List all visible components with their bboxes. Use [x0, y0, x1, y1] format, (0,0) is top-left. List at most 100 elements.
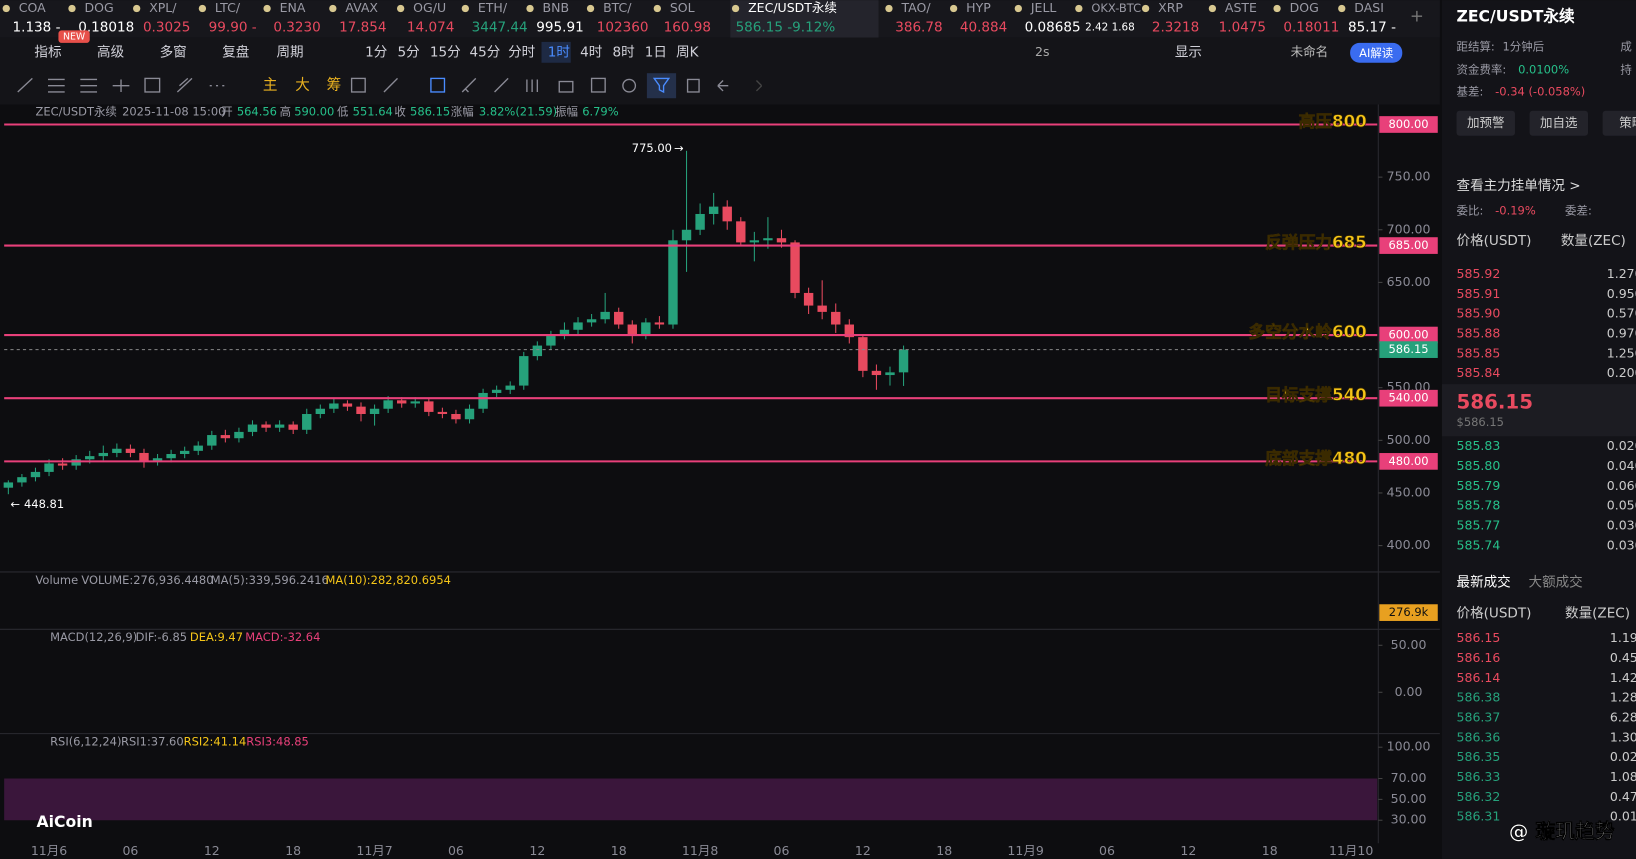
overlay-button[interactable]: 主 [263, 77, 278, 94]
period-button[interactable]: 15分 [430, 44, 461, 60]
ticker-name[interactable]: BNB [543, 0, 570, 15]
ticker-name[interactable]: LTC/ [215, 0, 241, 15]
tool-icon[interactable] [652, 77, 671, 94]
ticker-name[interactable]: DASI [1354, 0, 1384, 15]
tool-icon[interactable] [17, 77, 33, 93]
tab[interactable]: 大额成交 [1529, 573, 1583, 590]
period-button[interactable]: 分时 [508, 44, 536, 60]
panel-button[interactable]: 加自选 [1540, 115, 1578, 130]
toolbar-button[interactable]: 指标 [34, 44, 61, 60]
ticker-name[interactable]: ENA [280, 0, 306, 15]
ticker-price[interactable]: 17.854 [339, 19, 386, 35]
tool-icon[interactable] [717, 80, 729, 92]
bid-price: 585.80 [1457, 458, 1501, 473]
ticker-price[interactable]: 14.074 [407, 19, 454, 35]
tool-icon[interactable] [350, 77, 366, 93]
panel-button-bg[interactable] [1456, 110, 1515, 136]
ticker-name[interactable]: BTC/ [603, 0, 632, 15]
ticker-name[interactable]: AVAX [345, 0, 378, 15]
period-button[interactable]: 1时 [548, 44, 571, 60]
ai-button[interactable]: AI解读 [1359, 46, 1393, 60]
toolbar-button[interactable]: 高级 [97, 43, 125, 60]
ticker-price[interactable]: 0.08685 [1025, 19, 1081, 35]
ticker-name[interactable]: ASTE [1225, 0, 1257, 15]
ticker-price[interactable]: 1.0475 [1219, 19, 1266, 35]
tool-icon[interactable] [494, 77, 509, 93]
tool-icon[interactable] [526, 79, 539, 92]
toolbar-button[interactable]: 周期 [276, 44, 303, 60]
ticker-price[interactable]: 1.138 - [13, 19, 61, 35]
tool-icon[interactable] [47, 78, 65, 93]
ticker-name[interactable]: HYP [966, 0, 991, 15]
ai-button-bg[interactable] [1350, 42, 1403, 63]
panel-button[interactable]: 策略 [1619, 115, 1636, 130]
ticker-name[interactable]: SOL [670, 0, 695, 15]
ticker-name[interactable]: TAO/ [900, 0, 931, 15]
panel-button-bg[interactable] [1529, 110, 1589, 136]
ticker-price[interactable]: 160.98 [664, 19, 711, 35]
ticker-price[interactable]: 0.18011 [1283, 19, 1339, 35]
ticker-name[interactable]: DOG [1290, 0, 1319, 15]
bid-qty: 0.060 [1607, 478, 1636, 493]
ticker-name[interactable]: ETH/ [478, 0, 508, 15]
tool-icon[interactable] [461, 77, 477, 93]
ticker-price[interactable]: 386.78 [895, 19, 942, 35]
tool-icon[interactable] [622, 78, 637, 93]
ticker-name[interactable]: OKX-BTC [1091, 1, 1141, 15]
ticker-price[interactable]: 0.18018 [78, 19, 134, 35]
refresh-rate[interactable]: 2s [1035, 44, 1049, 59]
indicator-info: DIF:-6.85 [136, 630, 187, 644]
period-button[interactable]: 45分 [470, 44, 501, 60]
tool-icon[interactable] [430, 77, 446, 93]
ticker-price[interactable]: 85.17 - [1348, 19, 1396, 35]
tool-icon[interactable] [112, 79, 130, 92]
period-button[interactable]: 8时 [612, 44, 635, 60]
tool-icon[interactable] [590, 77, 606, 93]
tool-icon[interactable] [686, 78, 700, 93]
toolbar-button[interactable]: 复盘 [222, 43, 249, 60]
tool-icon[interactable] [176, 77, 193, 93]
ticker-name[interactable]: DOG [85, 0, 114, 15]
ticker-name[interactable]: COA [19, 0, 46, 15]
overlay-button[interactable]: 大 [295, 77, 310, 94]
ticker-price[interactable]: 2.42 1.68 [1085, 21, 1135, 33]
ticker-price[interactable]: 0.3025 [143, 19, 190, 35]
ticker-price[interactable]: 102360 [597, 19, 649, 35]
period-button[interactable]: 4时 [580, 44, 603, 60]
ticker-price[interactable]: 0.3230 [273, 19, 320, 35]
period-button[interactable]: 1分 [365, 44, 388, 60]
candle-body [491, 389, 502, 393]
period-button[interactable]: 1日 [645, 44, 667, 60]
ticker-price[interactable]: 2.3218 [1152, 19, 1199, 35]
period-button[interactable]: 周K [676, 44, 700, 60]
tab[interactable]: 最新成交 [1457, 573, 1511, 590]
y-tick-label: 700.00 [1387, 221, 1431, 236]
toolbar-button[interactable]: 多窗 [160, 43, 187, 60]
tool-icon[interactable] [80, 78, 98, 93]
tool-icon[interactable] [383, 77, 399, 93]
ticker-name[interactable]: XPL/ [149, 0, 177, 15]
ticker-price[interactable]: 586.15 -9.12% [736, 19, 836, 35]
tool-icon[interactable] [558, 80, 574, 93]
ticker-name[interactable]: JELL [1030, 0, 1057, 15]
x-tick-label: 11月10 [1329, 843, 1373, 858]
ticker-name[interactable]: OG/U [413, 0, 446, 15]
panel-button-bg[interactable] [1602, 110, 1636, 136]
ticker-price[interactable]: 3447.44 [472, 19, 528, 35]
candle-body [315, 408, 326, 415]
panel-button[interactable]: 加预警 [1467, 115, 1505, 130]
candle-body [844, 324, 854, 338]
ticker-name[interactable]: ZEC/USDT永续 [748, 0, 837, 15]
add-tab[interactable]: + [1410, 6, 1424, 25]
ticker-price[interactable]: 40.884 [960, 19, 1007, 35]
period-button[interactable]: 5分 [398, 44, 421, 60]
overlay-button[interactable]: 筹 [327, 77, 342, 94]
ticker-name[interactable]: XRP [1158, 0, 1183, 15]
display-button[interactable]: 显示 [1175, 44, 1202, 60]
ticker-price[interactable]: 99.90 - [209, 19, 257, 35]
depth-link[interactable]: 查看主力挂单情况 > [1457, 178, 1581, 194]
layout-name[interactable]: 未命名 [1291, 44, 1329, 59]
tool-icon[interactable] [755, 80, 763, 92]
tool-icon[interactable] [144, 77, 161, 93]
ticker-price[interactable]: 995.91 [536, 19, 583, 35]
